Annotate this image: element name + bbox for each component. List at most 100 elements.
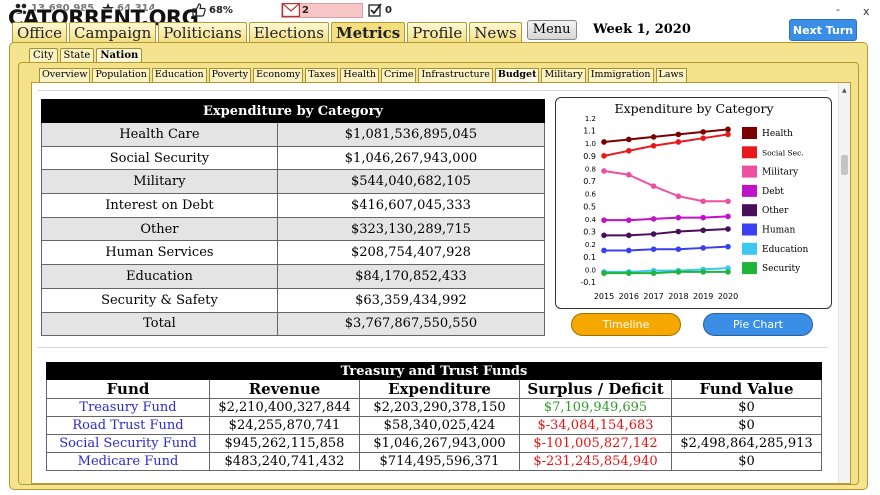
scroll-up-arrow-icon[interactable]: ▲ [842,87,847,94]
data-point [675,214,682,221]
tab-campaign[interactable]: Campaign [69,22,157,44]
tab-overview[interactable]: Overview [39,68,91,82]
expenditure-title: Expenditure by Category [41,99,545,123]
series-line [604,215,729,222]
series-line [603,169,728,203]
tab-profile[interactable]: Profile [407,22,468,44]
tab-elections[interactable]: Elections [248,22,329,44]
legend-swatch [742,184,757,197]
y-minor-tick-label: 0.0 [585,266,596,274]
tasks-stat[interactable]: 0 [368,3,392,17]
fund-name-link[interactable]: Medicare Fund [46,452,210,471]
main-tabs: Office Campaign Politicians Elections Me… [12,20,577,44]
category-cell: Security & Safety [41,287,278,313]
data-point [675,139,682,145]
table-row: Other $323,130,289,715 [41,216,546,242]
y-tick-label: -0.1 [580,278,596,287]
revenue-cell: $24,255,870,741 [209,416,360,435]
category-cell: Education [41,264,278,289]
mail-box[interactable]: 2 [281,3,363,18]
data-point [650,142,657,149]
funds-value: 64,314 [117,3,156,14]
y-minor-tick-label: 0.8 [585,165,596,173]
tab-infrastructure[interactable]: Infrastructure [418,68,493,82]
tab-education[interactable]: Education [151,68,207,82]
menu-button[interactable]: Menu [526,20,577,40]
amount-cell: $3,767,867,550,550 [276,311,546,337]
legend-swatch [742,262,757,275]
series-line [604,270,728,275]
approval-stat[interactable]: 68% [192,3,233,17]
data-point [601,232,607,239]
fund-name-link[interactable]: Road Trust Fund [46,416,210,435]
surplus-cell: $-231,245,854,940 [519,452,672,471]
x-tick-label: 2016 [619,292,639,301]
y-tick-label: 0.9 [583,152,596,161]
data-point [601,153,607,159]
category-cell: Health Care [41,122,278,147]
series-line [603,133,729,157]
pie-chart-button[interactable]: Pie Chart [703,313,813,336]
level-tabs: City State Nation [29,48,143,63]
tab-laws[interactable]: Laws [655,68,687,82]
data-point [650,231,657,237]
expenditure-line-chart: Expenditure by Category -0.1 0.1 0.3 0.5 0.7 0… [580,101,808,301]
tab-news[interactable]: News [469,22,522,44]
tab-economy[interactable]: Economy [253,68,304,82]
data-point [601,270,607,276]
data-point [700,227,706,234]
x-tick-label: 2015 [594,292,614,301]
fund-value-cell: $0 [671,398,822,417]
mail-stat[interactable]: 2 [281,3,363,18]
expenditure-cell: $1,046,267,943,000 [359,434,520,453]
data-point [675,131,682,138]
data-point [725,269,731,275]
tab-immigration[interactable]: Immigration [587,68,654,82]
minimize-button[interactable]: - [836,3,840,16]
category-cell: Other [41,216,278,242]
data-point [675,246,682,252]
fund-value-cell: $2,498,864,285,913 [671,434,822,453]
tab-politicians[interactable]: Politicians [158,22,247,44]
tab-crime[interactable]: Crime [380,68,417,82]
col-fund: Fund [46,379,210,399]
y-minor-tick-label: 0.2 [585,241,596,249]
table-row: Social Security $1,046,267,943,000 [41,145,546,171]
tab-military[interactable]: Military [541,68,586,82]
legend-label: Debt [762,187,784,197]
data-point [725,213,731,220]
tab-state[interactable]: State [59,48,95,63]
table-row: Treasury Fund $2,210,400,327,844 $2,203,29… [46,398,822,417]
next-turn-button[interactable]: Next Turn [789,19,857,41]
tab-office[interactable]: Office [12,22,68,44]
data-point [700,269,706,275]
approval-value: 68% [209,4,233,16]
tab-nation[interactable]: Nation [96,48,143,63]
tab-population[interactable]: Population [92,68,150,82]
legend-swatch [742,242,757,255]
expenditure-table: Expenditure by Category Health Care $1,08… [41,99,546,337]
timeline-button[interactable]: Timeline [571,313,681,336]
tab-city[interactable]: City [29,48,58,63]
tab-poverty[interactable]: Poverty [208,68,252,82]
coins-icon [102,3,114,14]
tab-health[interactable]: Health [340,68,379,82]
amount-cell: $84,170,852,433 [276,264,546,289]
tab-metrics[interactable]: Metrics [330,22,406,44]
data-point [650,183,657,189]
data-point [725,198,731,205]
fund-name-link[interactable]: Social Security Fund [46,434,210,453]
funds-title: Treasury and Trust Funds [46,362,822,380]
tab-taxes[interactable]: Taxes [305,68,339,82]
close-button[interactable]: x [863,5,870,18]
y-minor-tick-label: 1.0 [585,140,596,148]
category-cell: Human Services [41,240,278,266]
scrollbar[interactable]: ▲ [838,83,850,483]
scroll-thumb[interactable] [841,155,848,175]
divider [38,90,828,91]
data-point [626,270,632,276]
fund-name-link[interactable]: Treasury Fund [46,398,210,417]
legend-label: Education [762,245,808,255]
tab-budget[interactable]: Budget [494,68,540,82]
legend-swatch [742,146,757,159]
